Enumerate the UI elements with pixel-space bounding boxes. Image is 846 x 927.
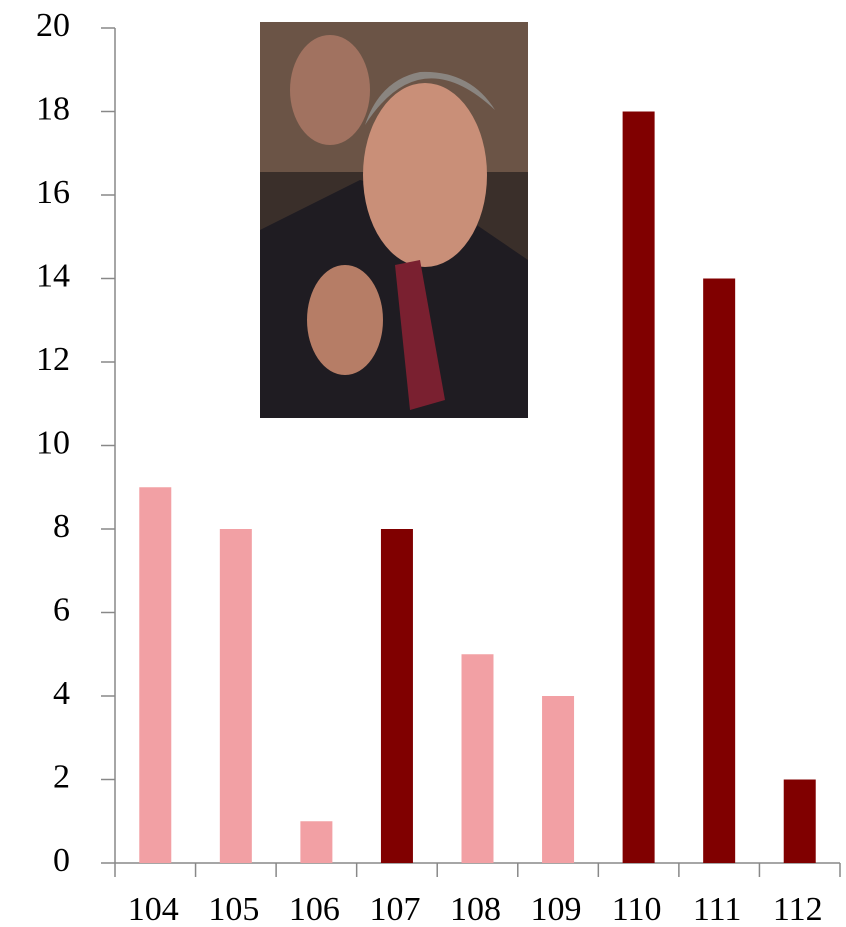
bar	[703, 278, 736, 863]
x-tick-label: 112	[773, 891, 823, 927]
bar	[219, 529, 252, 863]
y-tick-label: 20	[36, 7, 70, 44]
x-tick-label: 109	[531, 891, 582, 927]
photo-tie	[395, 260, 445, 410]
y-tick-label: 12	[36, 341, 70, 378]
bar	[139, 487, 172, 863]
x-tick-label: 106	[289, 891, 340, 927]
photo	[260, 22, 528, 418]
y-tick-label: 4	[53, 675, 70, 712]
photo-face	[363, 83, 487, 267]
bar	[542, 696, 575, 863]
bar	[300, 821, 333, 863]
y-tick-label: 2	[53, 758, 70, 795]
x-tick-label: 107	[369, 891, 420, 927]
x-tick-label: 104	[128, 891, 179, 927]
y-tick-label: 14	[36, 257, 70, 294]
y-tick-label: 10	[36, 424, 70, 461]
y-tick-label: 16	[36, 174, 70, 211]
y-tick-label: 0	[53, 842, 70, 879]
y-tick-label: 18	[36, 90, 70, 127]
bar	[380, 529, 413, 863]
x-tick-label: 108	[450, 891, 501, 927]
y-tick-label: 6	[53, 591, 70, 628]
bar	[783, 779, 816, 863]
bar	[622, 111, 655, 863]
bar	[461, 654, 494, 863]
photo-hand	[307, 265, 383, 375]
photo-hair	[365, 71, 495, 125]
x-tick-label: 111	[693, 891, 741, 927]
photo-background-person	[290, 35, 370, 145]
x-tick-label: 105	[208, 891, 259, 927]
y-tick-label: 8	[53, 508, 70, 545]
x-tick-label: 110	[612, 891, 662, 927]
